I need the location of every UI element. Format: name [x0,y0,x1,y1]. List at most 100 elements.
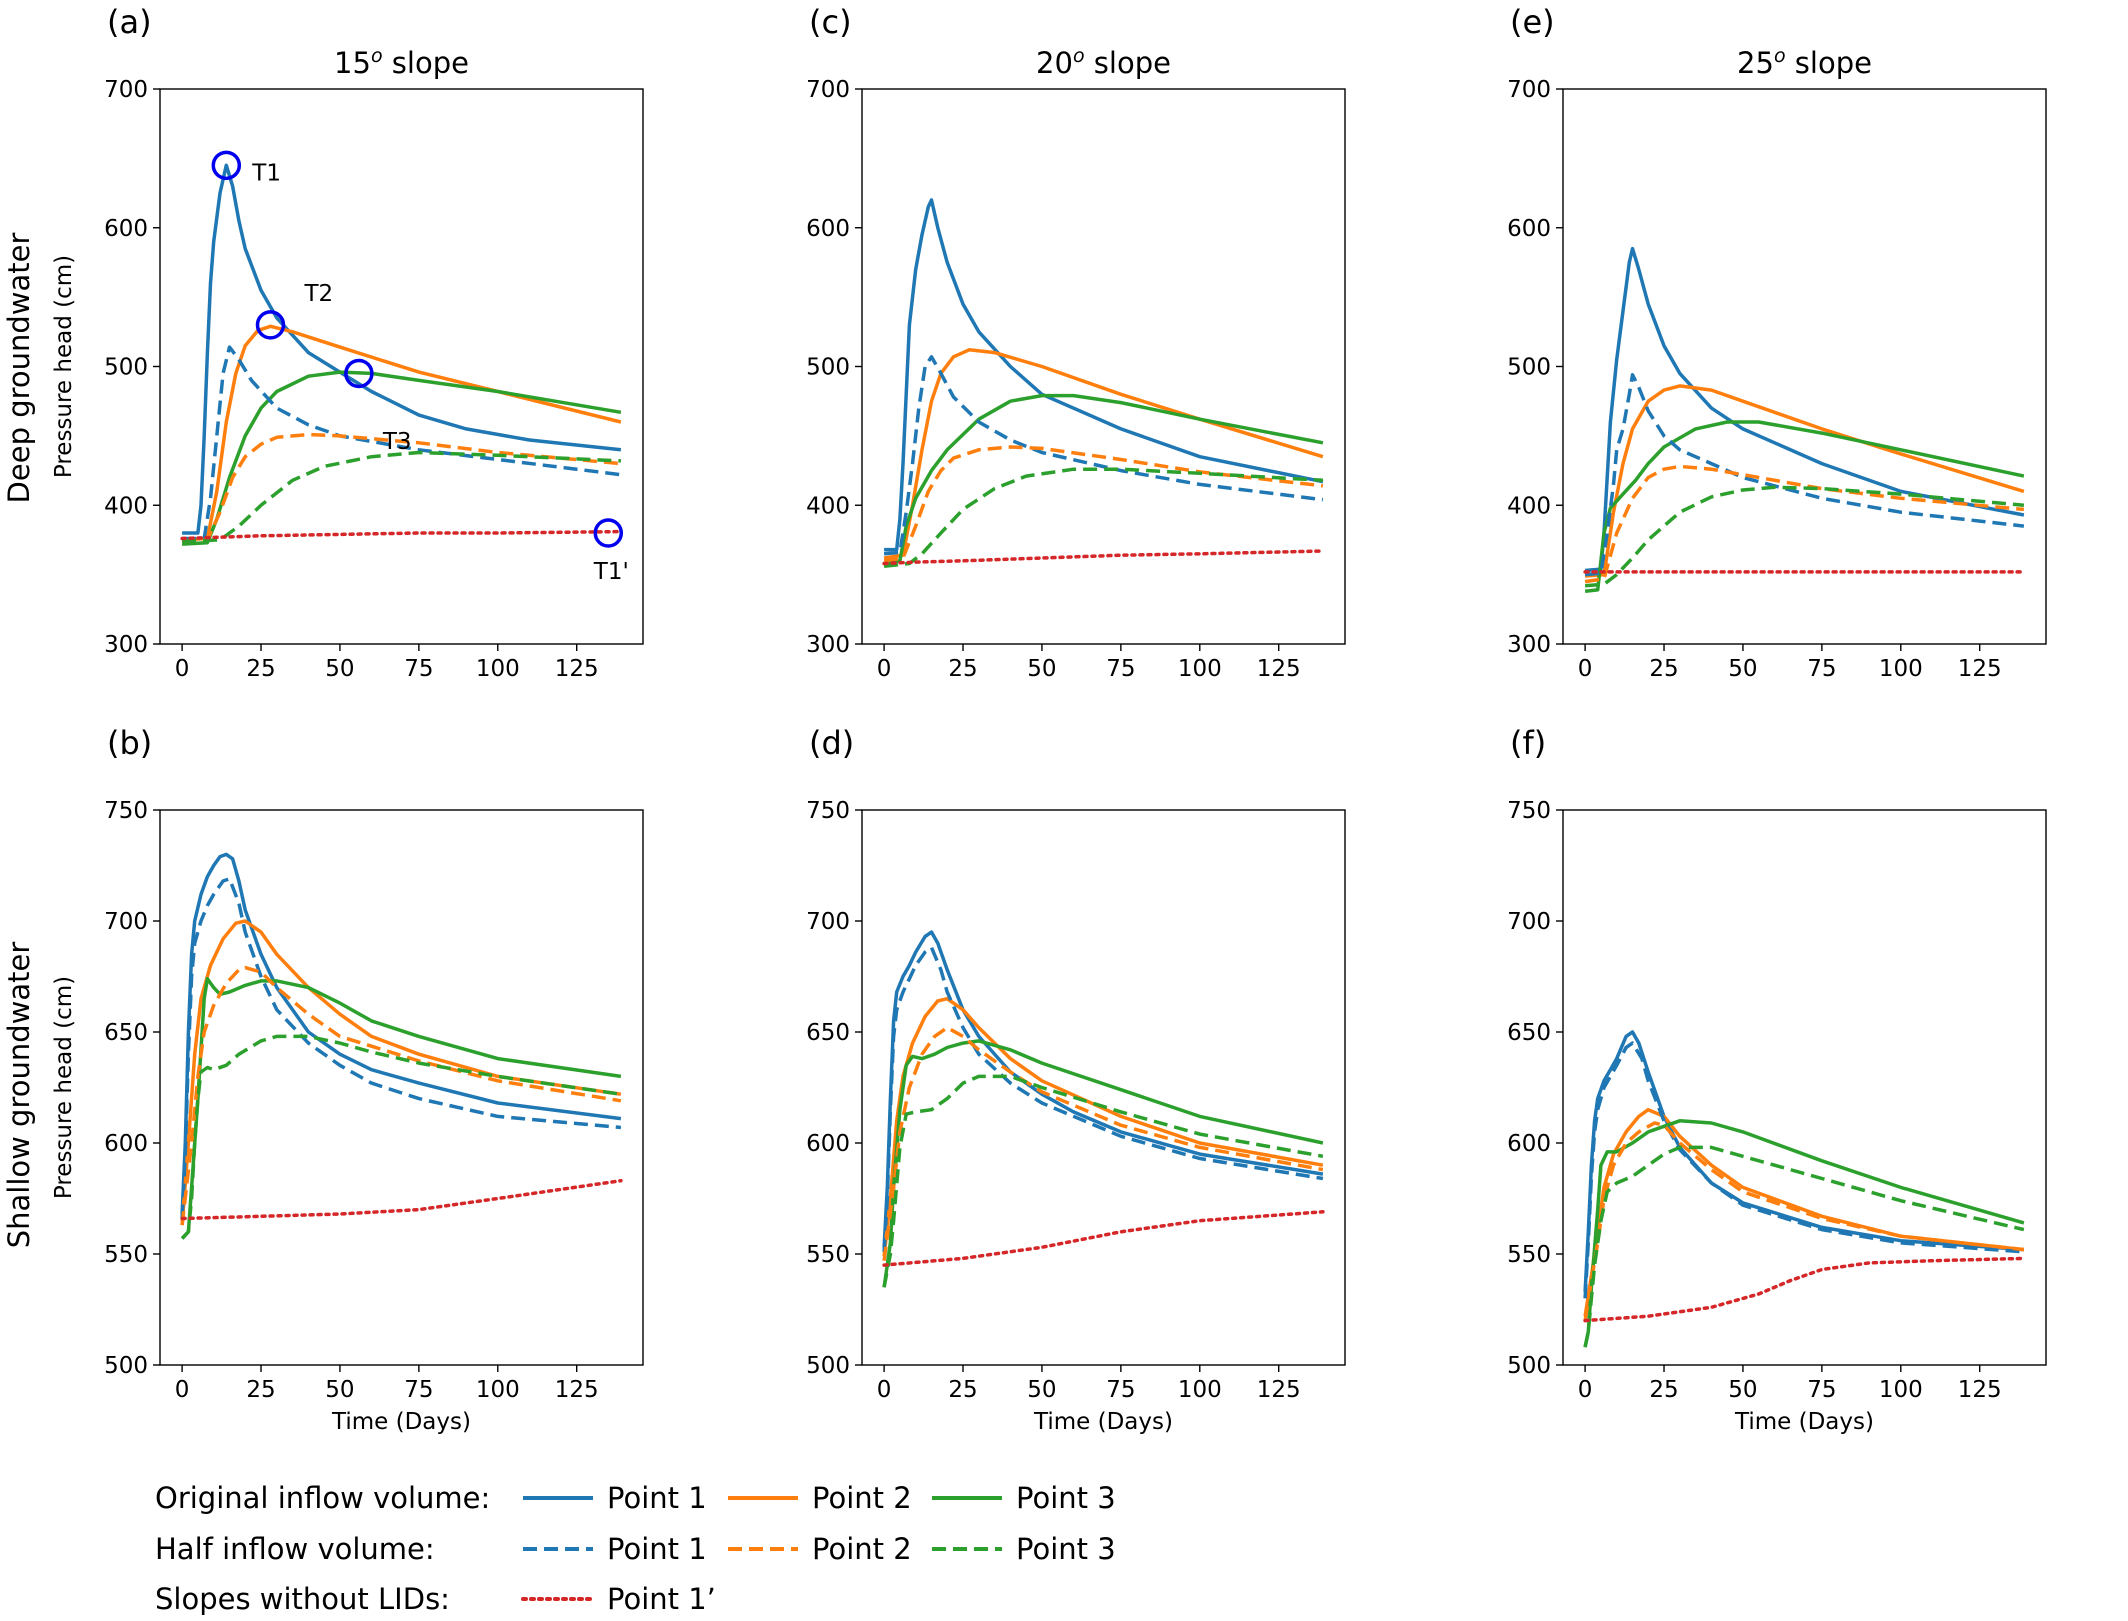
x-axis-label: Time (Days) [1033,1409,1173,1435]
legend-entry-label: Point 1 [607,1532,707,1566]
y-tick-label: 300 [104,632,148,658]
annotation-marker [593,518,624,548]
x-tick-label: 25 [948,1377,977,1403]
y-tick-label: 500 [104,355,148,381]
x-tick-label: 50 [1728,1377,1757,1403]
series-line-original-point-1 [1584,246,2025,573]
y-tick-label: 500 [104,1353,148,1379]
x-tick-label: 0 [877,1377,892,1403]
panel-b: 0 25 50 75 100 125 500 550 600 650 700 750 (b) Pressu… [51,724,644,1435]
x-tick-label: 75 [1106,656,1135,682]
x-axis-label: Time (Days) [331,1409,471,1435]
x-tick-label: 0 [1578,1377,1593,1403]
y-axis-label: Pressure head (cm) [51,976,77,1199]
x-tick-label: 25 [246,656,275,682]
y-tick-label: 400 [1507,493,1551,519]
x-tick-label: 25 [246,1377,275,1403]
y-tick-label: 700 [806,77,850,103]
x-tick-label: 50 [325,656,354,682]
series-line-original-point-3 [1584,420,2025,594]
y-tick-label: 750 [1507,798,1551,824]
plot-frame [159,809,644,1366]
series-line-half-point-3 [883,467,1323,569]
x-tick-label: 0 [175,1377,190,1403]
series-line-original-point-1 [884,198,1324,552]
series-line-original-point-2 [1583,1107,2025,1317]
panel-f: 0 25 50 75 100 125 500 550 600 650 700 750 (f) Time (… [1507,724,2047,1435]
x-tick-label: 100 [1178,1377,1222,1403]
panel-letter: (b) [107,724,152,762]
series-line-half-point-2 [1584,464,2025,584]
series-line-without-lids-point-1- [180,1178,623,1221]
panel-letter: (c) [809,3,852,41]
annotation-marker [344,358,374,389]
x-tick-label: 50 [1728,656,1757,682]
x-tick-label: 0 [175,656,190,682]
annotation-label: T2 [303,281,333,307]
panel-title-degree: o [1073,45,1085,67]
series-line-half-point-2 [180,965,622,1226]
annotation-label: T3 [382,429,412,455]
y-tick-label: 400 [806,493,850,519]
legend-entry-label: Point 1 [607,1481,707,1515]
series-line-half-point-2 [883,445,1324,563]
panel-title: 25o slope [1737,45,1872,80]
series-line-half-point-2 [182,432,622,544]
row-label-shallow: Shallow groundwater [2,942,36,1249]
y-tick-label: 700 [1507,77,1551,103]
series-group [180,163,623,546]
panel-d: 0 25 50 75 100 125 500 550 600 650 700 750 (d) Time (… [806,724,1346,1435]
series-line-original-point-1 [182,163,622,535]
series-line-half-point-3 [1584,485,2025,588]
y-axis-label: Pressure head (cm) [51,255,77,478]
y-tick-label: 600 [1507,216,1551,242]
legend-row-label: Half inflow volume: [155,1532,435,1566]
series-group [882,198,1325,569]
x-tick-label: 125 [1958,656,2002,682]
y-tick-label: 700 [104,909,148,935]
x-tick-label: 75 [1106,1377,1135,1403]
series-line-half-point-2 [882,1025,1324,1261]
panel-title: 15o slope [334,45,469,80]
y-tick-label: 600 [104,216,148,242]
series-line-without-lids-point-1- [882,549,1325,566]
series-line-original-point-2 [883,348,1324,560]
x-tick-label: 100 [1178,656,1222,682]
series-group [1583,246,2026,594]
y-tick-label: 600 [1507,1131,1551,1157]
series-line-half-point-1 [182,345,622,541]
annotation-marker [211,150,242,181]
y-tick-label: 700 [806,909,850,935]
y-tick-label: 550 [104,1242,148,1268]
panel-letter: (a) [107,3,152,41]
series-line-without-lids-point-1- [882,1210,1325,1267]
panel-letter: (d) [809,724,854,762]
x-tick-label: 100 [476,1377,520,1403]
x-tick-label: 0 [1578,656,1593,682]
panel-title-suffix: slope [383,46,469,80]
y-tick-label: 750 [806,798,850,824]
legend-row-label: Slopes without LIDs: [155,1582,450,1616]
series-line-half-point-3 [180,1034,622,1240]
y-tick-label: 550 [806,1242,850,1268]
series-group [180,852,623,1240]
legend-entry-label: Point 3 [1016,1481,1116,1515]
legend-entry-label: Point 1’ [607,1582,716,1616]
x-tick-label: 125 [1257,656,1301,682]
series-line-half-point-3 [182,450,621,544]
panel-c: 0 25 50 75 100 125 300 400 500 600 700 (c) 20o slope [806,3,1346,682]
y-tick-label: 600 [806,1131,850,1157]
x-tick-label: 75 [404,1377,433,1403]
legend-entry-label: Point 2 [812,1481,912,1515]
series-group [882,930,1325,1288]
x-tick-label: 25 [948,656,977,682]
panel-title-value: 25 [1737,46,1774,80]
annotation-marker [255,310,286,340]
panel-title-value: 15 [334,46,371,80]
x-tick-label: 125 [555,1377,599,1403]
series-line-half-point-1 [180,877,622,1219]
series-line-original-point-1 [180,852,622,1215]
